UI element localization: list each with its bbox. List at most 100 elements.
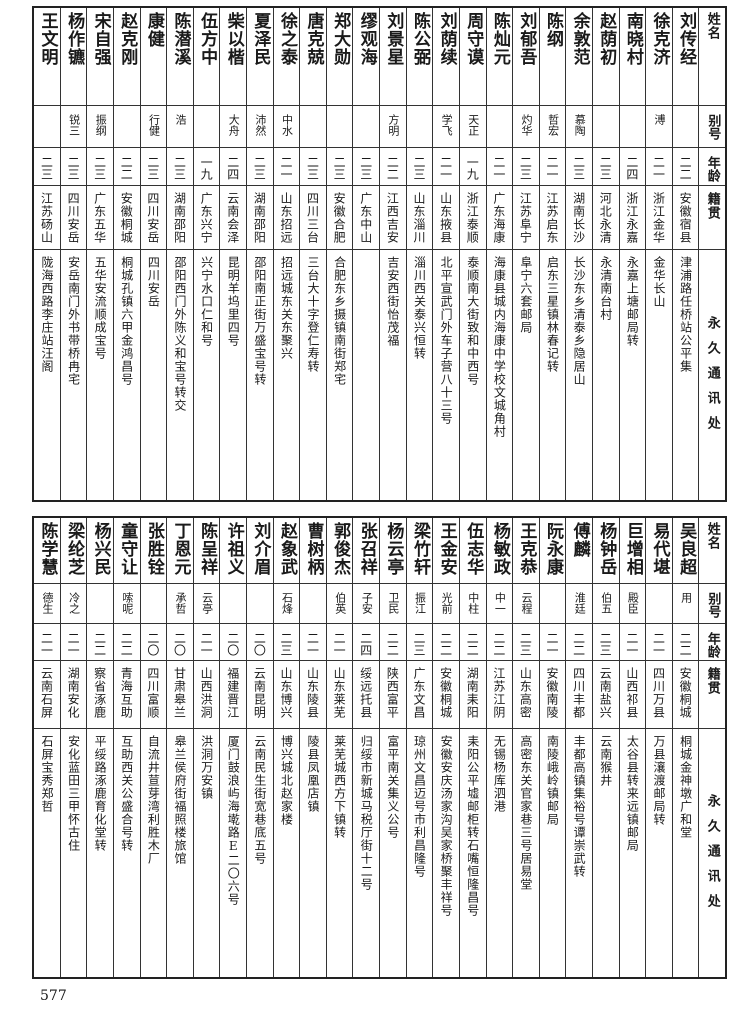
alias-text: 承哲: [174, 592, 188, 614]
address-cell: 招远城东关东聚兴: [274, 250, 300, 500]
address-cell: 万县瀼渡邮局转: [646, 729, 672, 977]
address-text: 邵阳南正街万盛宝号转: [252, 256, 267, 386]
age-cell: 二二: [380, 148, 406, 186]
origin-text: 广东兴宁: [199, 192, 214, 244]
alias-text: 用: [679, 592, 693, 603]
name-text: 郑大勋: [330, 12, 351, 66]
age-cell: 二三: [87, 148, 113, 186]
alias-cell: 灼华: [513, 106, 539, 148]
name-cell: 丁恩元: [167, 518, 193, 584]
age-cell: 二一: [34, 624, 60, 661]
age-text: 二三: [598, 156, 613, 180]
alias-text: 锐三: [67, 114, 81, 136]
age-cell: 二三: [140, 148, 167, 186]
name-text: 巨增相: [622, 522, 643, 576]
age-cell: 二二: [672, 624, 699, 661]
origin-text: 江西吉安: [385, 192, 400, 244]
age-text: 二一: [39, 632, 54, 656]
alias-cell: 学飞: [433, 106, 459, 148]
table-row: 南晓村 二四 浙江永嘉 永嘉上塘邮局转: [618, 8, 646, 500]
address-cell: 皋兰侯府街福照楼旅馆: [167, 729, 193, 977]
origin-cell: 山西祁县: [619, 661, 646, 729]
address-cell: 五华安流顺成宝号: [87, 250, 113, 500]
table-row: 刘郁吾 灼华 二三 江苏阜宁 阜宁六套邮局: [512, 8, 539, 500]
origin-text: 云南盐兴: [598, 667, 613, 719]
name-text: 梁竹轩: [409, 522, 430, 576]
age-text: 二三: [145, 156, 160, 180]
origin-cell: 四川安岳: [60, 186, 87, 250]
origin-text: 湖南邵阳: [252, 192, 267, 244]
alias-text: 中柱: [466, 592, 480, 614]
address-text: 泰顺南大街致和中西号: [465, 256, 480, 386]
address-cell: 安徽安庆汤家沟吴家桥聚丰祥号: [433, 729, 459, 977]
origin-cell: 湖南耒阳: [459, 661, 486, 729]
age-cell: 二三: [406, 148, 433, 186]
origin-text: 安徽宿县: [678, 192, 693, 244]
age-text: 二二: [678, 632, 693, 656]
alias-text: 中一: [493, 592, 507, 614]
origin-cell: 广东文昌: [406, 661, 433, 729]
age-text: 二一: [66, 632, 81, 656]
address-cell: 洪洞万安镇: [194, 729, 220, 977]
table-row: 宋自强 振纲 二三 广东五华 五华安流顺成宝号: [86, 8, 113, 500]
address-text: 邵阳西门外陈义和宝号转交: [173, 256, 187, 412]
alias-cell: [140, 584, 167, 624]
origin-text: 浙江金华: [651, 192, 666, 244]
name-text: 傅麟: [569, 522, 590, 558]
address-text: 淄川西关泰兴恒转: [412, 256, 427, 360]
origin-text: 湖南耒阳: [465, 667, 480, 719]
origin-text: 安徽桐城: [119, 192, 134, 244]
header-address-cell: 永久通讯处: [699, 729, 725, 977]
address-cell: 太谷县转来远镇邮局: [620, 729, 646, 977]
address-cell: 启东三星镇林春记转: [540, 250, 566, 500]
age-text: 二三: [518, 156, 533, 180]
age-text: 二三: [518, 632, 533, 656]
age-text: 二三: [358, 156, 373, 180]
age-text: 二三: [278, 632, 293, 656]
age-cell: 二四: [220, 148, 247, 186]
address-text: 博兴城北赵家楼: [279, 735, 294, 826]
origin-text: 广东中山: [358, 192, 373, 244]
header-alias-cell: 别号: [699, 584, 725, 624]
age-cell: 二一: [326, 624, 353, 661]
origin-cell: 云南昆明: [247, 661, 273, 729]
age-text: 一九: [199, 156, 214, 180]
age-text: 二三: [92, 156, 107, 180]
name-text: 陈灿元: [489, 12, 510, 66]
name-cell: 傅麟: [566, 518, 592, 584]
name-text: 刘郁吾: [516, 12, 537, 66]
name-text: 阮永康: [543, 522, 564, 576]
origin-cell: 安徽桐城: [113, 186, 140, 250]
address-text: 自流井荁芽湾利胜木厂: [146, 735, 161, 865]
origin-cell: 安徽合肥: [326, 186, 353, 250]
origin-text: 云南会泽: [225, 192, 240, 244]
origin-cell: 湖南长沙: [566, 186, 592, 250]
origin-text: 山东莱芜: [332, 667, 347, 719]
origin-cell: 江西吉安: [380, 186, 406, 250]
origin-text: 广东文昌: [411, 667, 426, 719]
age-text: 二〇: [252, 632, 267, 656]
address-text: 高密东关官家巷三号居易堂: [518, 735, 533, 891]
origin-text: 甘肃皋兰: [172, 667, 187, 719]
address-cell: 高密东关官家巷三号居易堂: [513, 729, 539, 977]
alias-text: 德生: [41, 592, 54, 614]
name-text: 陈呈祥: [197, 522, 218, 576]
address-text: 四川安岳: [146, 256, 161, 308]
table-row: 刘荫续 学飞 二一 山东掖县 北平宣武门外车子营八十三号: [432, 8, 459, 500]
alias-cell: 殿臣: [619, 584, 646, 624]
name-text: 赵荫初: [596, 12, 617, 66]
origin-text: 山东招远: [278, 192, 293, 244]
alias-cell: 卫民: [380, 584, 406, 624]
origin-text: 福建晋江: [225, 667, 240, 719]
name-text: 张召祥: [356, 522, 377, 576]
name-cell: 陈潜溪: [167, 8, 193, 106]
name-text: 刘介眉: [250, 522, 271, 576]
address-cell: 津浦路任桥站公平集: [673, 250, 699, 500]
table-row: 阮永康 二一 安徽南陵 南陵峨岭镇邮局: [538, 518, 566, 977]
origin-cell: 四川富顺: [140, 661, 167, 729]
alias-text: 慕陶: [573, 114, 587, 136]
address-cell: 金华长山: [646, 250, 672, 500]
name-text: 陈公弼: [409, 12, 430, 66]
address-cell: 永清南台村: [593, 250, 619, 500]
address-text: 云南民生街宽巷底五号: [252, 735, 267, 865]
